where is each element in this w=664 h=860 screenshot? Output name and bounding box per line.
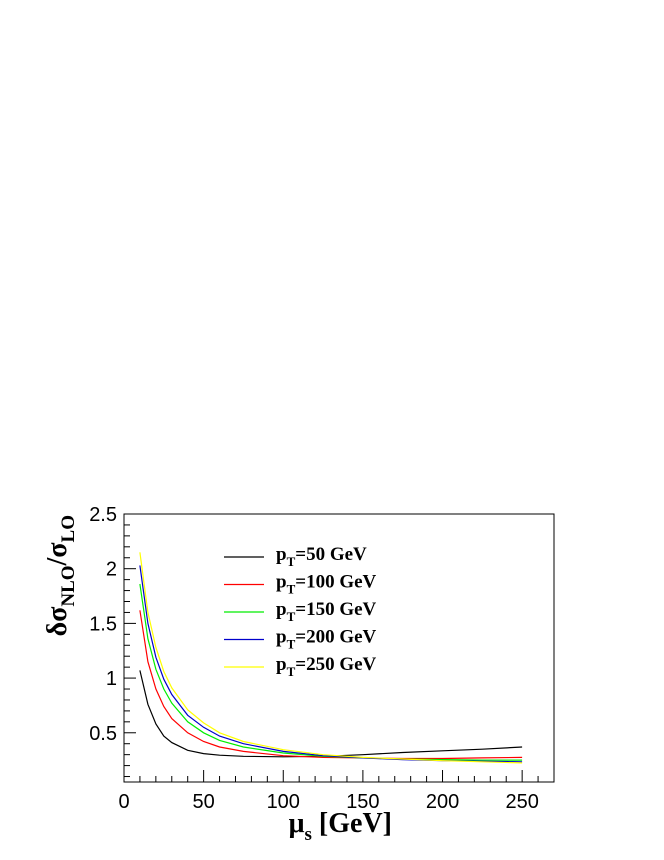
- y-tick-labels: 0.5 1 1.5 2 2.5: [89, 504, 117, 745]
- series-line-1: [139, 670, 523, 758]
- y-axis-part2: /σ: [42, 542, 73, 567]
- y-axis-subscript2: LO: [58, 515, 79, 542]
- legend-label-4: pT=200 GeV: [276, 627, 377, 652]
- major-ticks: [123, 513, 523, 782]
- x-axis-unit: [GeV]: [312, 808, 392, 839]
- x-tick-label: 150: [346, 791, 379, 813]
- x-axis-title: μs [GeV]: [289, 808, 392, 845]
- legend-label-2: pT=100 GeV: [276, 572, 377, 597]
- y-axis-title: δσNLO/σLO: [42, 515, 79, 636]
- y-axis-subscript1: NLO: [58, 565, 79, 606]
- x-axis-symbol: μ: [289, 808, 305, 839]
- x-tick-label: 50: [193, 791, 215, 813]
- series-lines: [139, 552, 523, 764]
- x-axis-subscript: s: [305, 824, 312, 845]
- series-line-2: [139, 610, 523, 760]
- series-line-5: [139, 552, 523, 764]
- minor-ticks: [124, 524, 555, 782]
- legend-label-1: pT=50 GeV: [276, 544, 367, 569]
- y-tick-label: 1.5: [89, 613, 117, 635]
- x-tick-label: 100: [267, 791, 300, 813]
- x-tick-label: 0: [118, 791, 129, 813]
- y-tick-label: 1: [106, 668, 117, 690]
- x-tick-label: 200: [426, 791, 459, 813]
- legend-label-5: pT=250 GeV: [276, 654, 377, 679]
- legend-label-3: pT=150 GeV: [276, 599, 377, 624]
- x-tick-labels: 0 50 100 150 200 250: [118, 791, 538, 813]
- plot-frame: [123, 513, 555, 783]
- y-axis-part1: δσ: [42, 606, 73, 637]
- y-tick-label: 0.5: [89, 723, 117, 745]
- x-tick-label: 250: [505, 791, 538, 813]
- y-tick-label: 2.5: [89, 504, 117, 526]
- y-tick-label: 2: [106, 559, 117, 581]
